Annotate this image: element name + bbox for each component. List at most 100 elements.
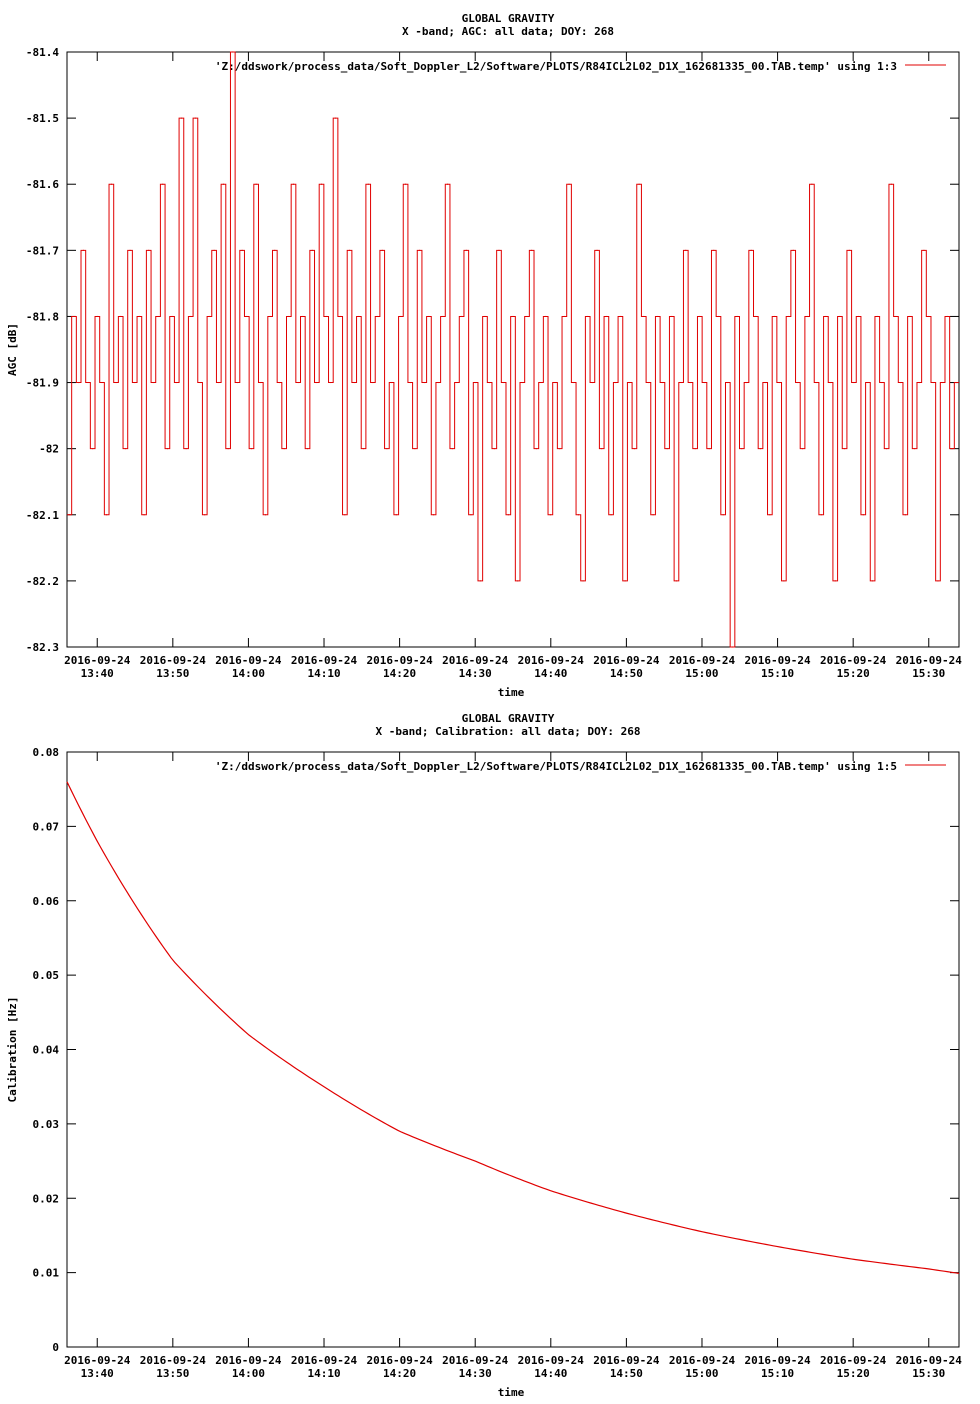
x-tick-date: 2016-09-24 (442, 1354, 509, 1367)
data-point (942, 381, 944, 384)
data-point (689, 381, 692, 384)
x-tick-date: 2016-09-24 (366, 654, 433, 667)
data-point (320, 183, 323, 185)
x-tick-time: 13:40 (81, 1367, 114, 1380)
x-tick-date: 2016-09-24 (140, 654, 207, 667)
data-point (148, 249, 150, 251)
data-point (559, 448, 561, 450)
y-axis-label: AGC [dB] (6, 323, 19, 376)
data-point (213, 249, 215, 251)
data-point (353, 381, 355, 384)
data-point (143, 514, 145, 516)
data-point (857, 315, 860, 318)
x-tick-time: 14:40 (534, 667, 567, 680)
data-point (755, 315, 757, 318)
x-tick-date: 2016-09-24 (518, 654, 585, 667)
x-tick-date: 2016-09-24 (669, 654, 736, 667)
y-tick-label: -81.4 (26, 46, 59, 59)
data-point (222, 183, 225, 185)
data-point (400, 315, 402, 318)
series-line (67, 51, 959, 648)
data-point (274, 249, 276, 251)
data-point (951, 448, 953, 450)
data-point (475, 381, 477, 384)
data-point (260, 381, 262, 384)
data-point (815, 381, 818, 384)
data-point (615, 381, 617, 384)
data-point (769, 514, 771, 516)
data-point (498, 249, 500, 251)
chart-subtitle: X -band; AGC: all data; DOY: 268 (402, 25, 614, 38)
chart-title: GLOBAL GRAVITY (462, 712, 555, 725)
data-point (914, 448, 916, 450)
x-tick-time: 15:30 (912, 667, 945, 680)
data-point (433, 514, 435, 516)
data-point (414, 448, 416, 450)
y-tick-label: 0.03 (33, 1118, 60, 1131)
data-point (778, 381, 780, 384)
data-point (713, 249, 715, 251)
x-tick-time: 14:40 (534, 1367, 567, 1380)
data-point (409, 381, 411, 384)
data-point (853, 381, 855, 384)
data-point (194, 117, 197, 119)
data-point (78, 381, 80, 384)
data-point (652, 514, 654, 516)
x-tick-date: 2016-09-24 (744, 1354, 811, 1367)
x-tick-time: 14:30 (459, 1367, 492, 1380)
data-point (199, 381, 201, 384)
data-point (246, 315, 248, 318)
data-point (731, 646, 734, 648)
x-tick-time: 13:50 (156, 667, 189, 680)
data-point (633, 448, 636, 450)
x-tick-time: 15:00 (685, 667, 718, 680)
data-point (745, 381, 748, 384)
x-tick-date: 2016-09-24 (442, 654, 509, 667)
data-point (587, 315, 589, 318)
data-point (120, 315, 122, 318)
data-point (358, 315, 360, 318)
data-point (811, 183, 813, 185)
x-tick-time: 15:30 (912, 1367, 945, 1380)
data-point (591, 381, 593, 384)
y-tick-label: -81.5 (26, 112, 59, 125)
y-tick-label: 0.05 (33, 969, 60, 982)
data-point (956, 381, 958, 384)
x-axis-label: time (498, 686, 525, 699)
data-point (372, 381, 374, 384)
data-point (208, 315, 211, 318)
data-point (573, 381, 575, 384)
data-point (138, 315, 140, 318)
data-point (876, 315, 878, 318)
x-tick-date: 2016-09-24 (593, 654, 660, 667)
data-point (489, 381, 491, 384)
x-tick-time: 14:30 (459, 667, 492, 680)
data-point (829, 381, 832, 384)
data-point (437, 381, 439, 384)
data-point (848, 249, 850, 251)
data-point (87, 381, 89, 384)
data-point (680, 381, 682, 384)
legend-label: 'Z:/ddswork/process_data/Soft_Doppler_L2… (215, 760, 897, 773)
x-tick-time: 14:20 (383, 667, 416, 680)
y-tick-label: 0.07 (33, 820, 60, 833)
data-point (484, 315, 486, 318)
data-point (101, 381, 103, 384)
data-point (792, 249, 794, 251)
data-point (381, 249, 383, 251)
y-tick-label: -81.8 (26, 310, 59, 323)
data-point (302, 315, 304, 318)
data-point (638, 183, 640, 185)
chart-subtitle: X -band; Calibration: all data; DOY: 268 (376, 725, 641, 738)
data-point (904, 514, 906, 516)
data-point (465, 249, 467, 251)
data-point (531, 249, 533, 251)
data-point (442, 315, 444, 318)
data-point (727, 381, 729, 384)
data-point (92, 448, 94, 450)
y-tick-label: -82.3 (26, 641, 59, 654)
x-tick-time: 14:00 (232, 1367, 265, 1380)
data-point (241, 249, 243, 251)
